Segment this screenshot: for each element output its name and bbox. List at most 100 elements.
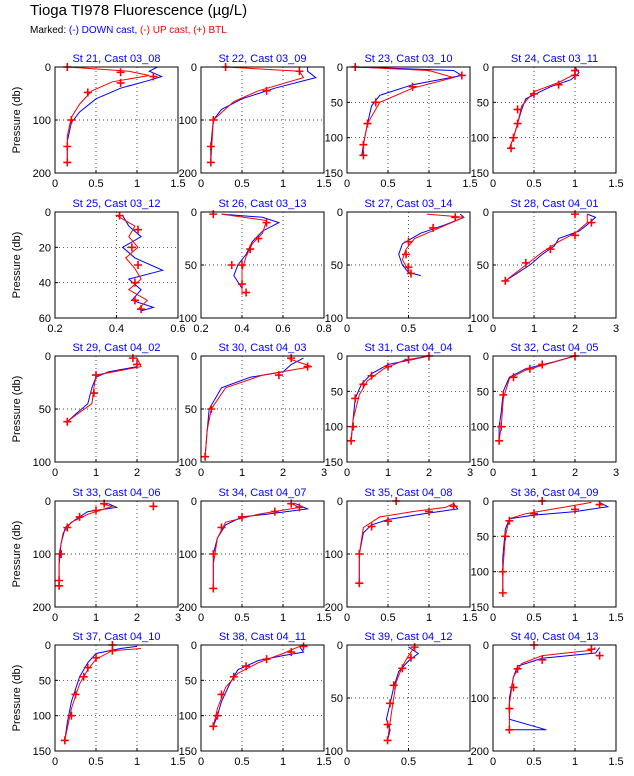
btl-marker: [229, 672, 238, 681]
y-tick-label: 40: [39, 278, 51, 290]
btl-marker: [505, 725, 514, 734]
x-tick-label: 2: [572, 467, 578, 479]
plot-title: St 28, Cast 04_01: [510, 198, 598, 210]
btl-marker: [497, 422, 506, 431]
down-cast-line: [66, 358, 138, 423]
plot-title: St 36, Cast 04_09: [510, 487, 598, 499]
x-tick-label: 1.5: [462, 178, 477, 190]
btl-marker: [287, 648, 296, 657]
y-tick-label: 50: [185, 404, 197, 416]
plot-14: St 34, Cast 04_07 0 0.5 1 1.5 0 100 200: [179, 487, 332, 624]
x-tick-label: 0: [52, 178, 58, 190]
x-tick-label: 0.5: [526, 756, 541, 768]
plot-title: St 27, Cast 03_14: [364, 198, 452, 210]
down-cast-line: [502, 501, 610, 593]
x-tick-label: 1: [134, 178, 140, 190]
plot-title: St 26, Cast 03_13: [218, 198, 306, 210]
x-tick-label: 0: [198, 756, 204, 768]
x-tick-label: 1: [239, 467, 245, 479]
btl-marker: [498, 588, 507, 597]
plot-title: St 33, Cast 04_06: [72, 487, 160, 499]
btl-marker: [383, 720, 392, 729]
y-tick-label: 100: [325, 549, 343, 561]
btl-marker: [587, 218, 596, 227]
x-tick-label: 0: [490, 756, 496, 768]
up-cast-line: [212, 645, 300, 727]
btl-marker: [404, 355, 413, 364]
btl-marker: [425, 507, 433, 516]
btl-marker: [513, 664, 522, 673]
y-tick-label: 0: [191, 640, 197, 652]
plot-frame: [54, 355, 179, 463]
plot-title: St 34, Cast 04_07: [218, 487, 306, 499]
y-tick-label: 50: [331, 260, 343, 272]
plot-frame: [200, 66, 325, 174]
plot-title: St 22, Cast 03_09: [218, 53, 306, 65]
btl-marker: [130, 296, 139, 305]
x-tick-label: 1: [280, 756, 286, 768]
x-tick-label: 1.5: [170, 178, 185, 190]
up-cast-line: [210, 66, 305, 163]
y-tick-label: 0: [337, 62, 343, 74]
btl-marker: [299, 642, 308, 651]
btl-marker: [75, 512, 84, 521]
btl-marker: [525, 364, 534, 373]
x-tick-label: 1: [134, 756, 140, 768]
btl-marker: [270, 507, 279, 516]
plot-8: St 28, Cast 04_01 0 1 2 3 0 50 100: [471, 198, 619, 335]
plot-title: St 29, Cast 04_02: [72, 342, 160, 354]
plot-16: St 36, Cast 04_09 0 0.5 1 1.5 0 50 100 150: [471, 487, 624, 624]
plot-2: St 22, Cast 03_09 0 0.5 1 1.5 0 100 200: [179, 53, 332, 190]
y-tick-label: 100: [33, 711, 51, 723]
plot-3: St 23, Cast 03_10 0 0.5 1 1.5 0 50 100 150: [325, 53, 478, 190]
y-tick-label: 150: [325, 168, 343, 180]
x-tick-label: 2: [280, 467, 286, 479]
up-cast-line: [498, 355, 576, 441]
btl-marker: [367, 371, 376, 380]
legend-down-cast: (-) DOWN cast,: [68, 25, 138, 36]
x-tick-label: 1: [426, 178, 432, 190]
x-tick-label: 1: [467, 756, 473, 768]
x-tick-label: 2: [572, 323, 578, 335]
btl-marker: [404, 263, 413, 272]
btl-marker: [295, 503, 304, 512]
btl-marker: [349, 422, 358, 431]
down-cast-line: [508, 66, 580, 149]
down-cast-line: [498, 355, 576, 441]
y-tick-label: 0: [337, 496, 343, 508]
up-cast-line: [221, 213, 268, 295]
plot-17: St 37, Cast 04_10 0 0.5 1 1.5 0 50 100 150 Pressu…: [11, 631, 186, 768]
up-cast-line: [358, 503, 454, 584]
btl-marker: [351, 394, 360, 403]
btl-marker: [398, 664, 407, 673]
btl-marker: [209, 722, 218, 731]
plot-frame: [492, 211, 617, 319]
x-tick-label: 3: [613, 467, 619, 479]
btl-marker: [505, 516, 514, 525]
plot-9: St 29, Cast 04_02 0 1 2 3 0 50 100 Pressure (db): [11, 342, 181, 479]
up-cast-line: [401, 213, 465, 276]
x-tick-label: 1.5: [462, 612, 477, 624]
x-tick-label: 0: [490, 467, 496, 479]
plot-5: St 25, Cast 03_12 0.2 0.4 0.6 0 20 40 60 Pressur…: [11, 198, 186, 335]
btl-marker: [227, 261, 236, 269]
y-tick-label: 100: [179, 457, 197, 469]
x-tick-label: 0.4: [109, 323, 124, 335]
y-tick-label: 100: [33, 457, 51, 469]
y-tick-label: 0: [483, 496, 489, 508]
btl-marker: [71, 690, 80, 699]
plot-frame: [200, 500, 325, 608]
btl-marker: [499, 390, 508, 399]
btl-marker: [367, 522, 376, 531]
btl-marker: [513, 119, 522, 128]
down-cast-line: [121, 215, 165, 312]
y-tick-label: 0: [45, 640, 51, 652]
y-tick-label: 200: [325, 602, 343, 614]
btl-marker: [262, 218, 271, 227]
x-tick-label: 1: [93, 612, 99, 624]
x-tick-label: 1: [280, 612, 286, 624]
plot-frame: [492, 500, 617, 608]
x-tick-label: 0: [344, 178, 350, 190]
down-cast-line: [508, 647, 600, 731]
plot-title: St 30, Cast 04_03: [218, 342, 306, 354]
